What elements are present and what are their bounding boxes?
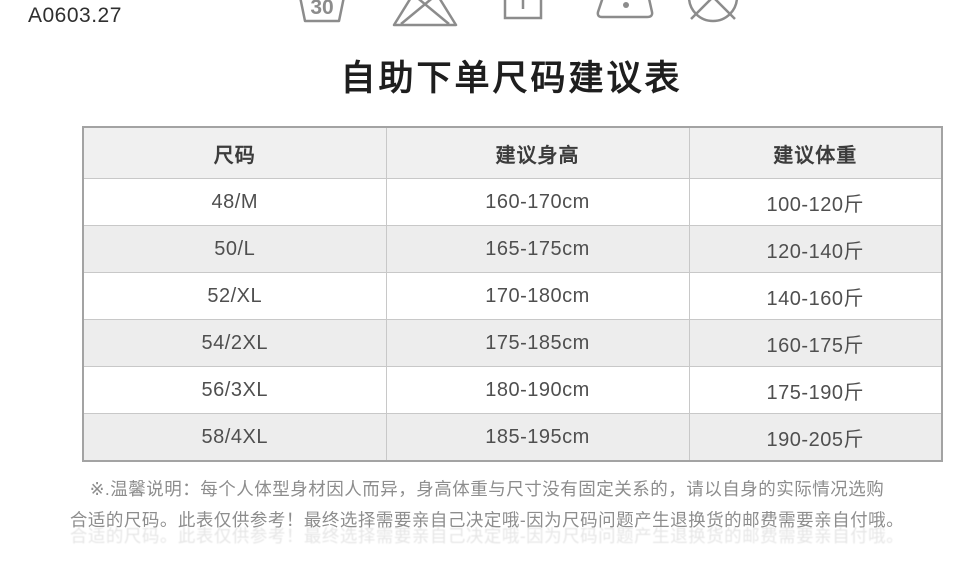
col-header-height: 建议身高 — [385, 126, 690, 179]
weight-cell: 190-205斤 — [688, 413, 943, 462]
table-row: 56/3XL 180-190cm 175-190斤 — [82, 366, 943, 414]
height-cell: 160-170cm — [385, 178, 690, 226]
table-row: 48/M 160-170cm 100-120斤 — [82, 178, 943, 226]
weight-cell: 160-175斤 — [688, 319, 943, 367]
size-cell: 50/L — [82, 225, 387, 273]
iron-low-heat-icon — [595, 0, 655, 20]
height-cell: 185-195cm — [385, 413, 690, 462]
size-cell: 56/3XL — [82, 366, 387, 414]
wash-30-icon: 30 — [297, 0, 347, 24]
weight-cell: 140-160斤 — [688, 272, 943, 320]
size-table: 尺码 建议身高 建议体重 48/M 160-170cm 100-120斤 50/… — [82, 126, 943, 462]
table-header-row: 尺码 建议身高 建议体重 — [82, 126, 943, 179]
height-cell: 170-180cm — [385, 272, 690, 320]
height-cell: 180-190cm — [385, 366, 690, 414]
note-line-2: 合适的尺码。此表仅供参考！最终选择需要亲自己决定哦-因为尺码问题产生退换货的邮费… — [69, 510, 905, 530]
do-not-bleach-icon — [391, 0, 459, 28]
table-row: 52/XL 170-180cm 140-160斤 — [82, 272, 943, 320]
disclaimer-note: ※.温馨说明：每个人体型身材因人而异，身高体重与尺寸没有固定关系的，请以自身的实… — [47, 474, 927, 536]
weight-cell: 175-190斤 — [688, 366, 943, 414]
table-row: 58/4XL 185-195cm 190-205斤 — [82, 413, 943, 462]
product-code: A0603.27 — [28, 4, 122, 27]
table-row: 54/2XL 175-185cm 160-175斤 — [82, 319, 943, 367]
size-cell: 52/XL — [82, 272, 387, 320]
col-header-size: 尺码 — [82, 126, 387, 179]
size-cell: 58/4XL — [82, 413, 387, 462]
weight-cell: 100-120斤 — [688, 178, 943, 226]
col-header-weight: 建议体重 — [688, 126, 943, 179]
height-cell: 165-175cm — [385, 225, 690, 273]
line-dry-icon — [503, 0, 543, 20]
do-not-dryclean-icon — [684, 0, 742, 24]
weight-cell: 120-140斤 — [688, 225, 943, 273]
page-title: 自助下单尺码建议表 — [340, 59, 683, 98]
height-cell: 175-185cm — [385, 319, 690, 367]
note-line-1: ※.温馨说明：每个人体型身材因人而异，身高体重与尺寸没有固定关系的，请以自身的实… — [89, 479, 885, 499]
size-cell: 48/M — [82, 178, 387, 226]
svg-text:30: 30 — [310, 0, 333, 19]
size-cell: 54/2XL — [82, 319, 387, 367]
table-row: 50/L 165-175cm 120-140斤 — [82, 225, 943, 273]
